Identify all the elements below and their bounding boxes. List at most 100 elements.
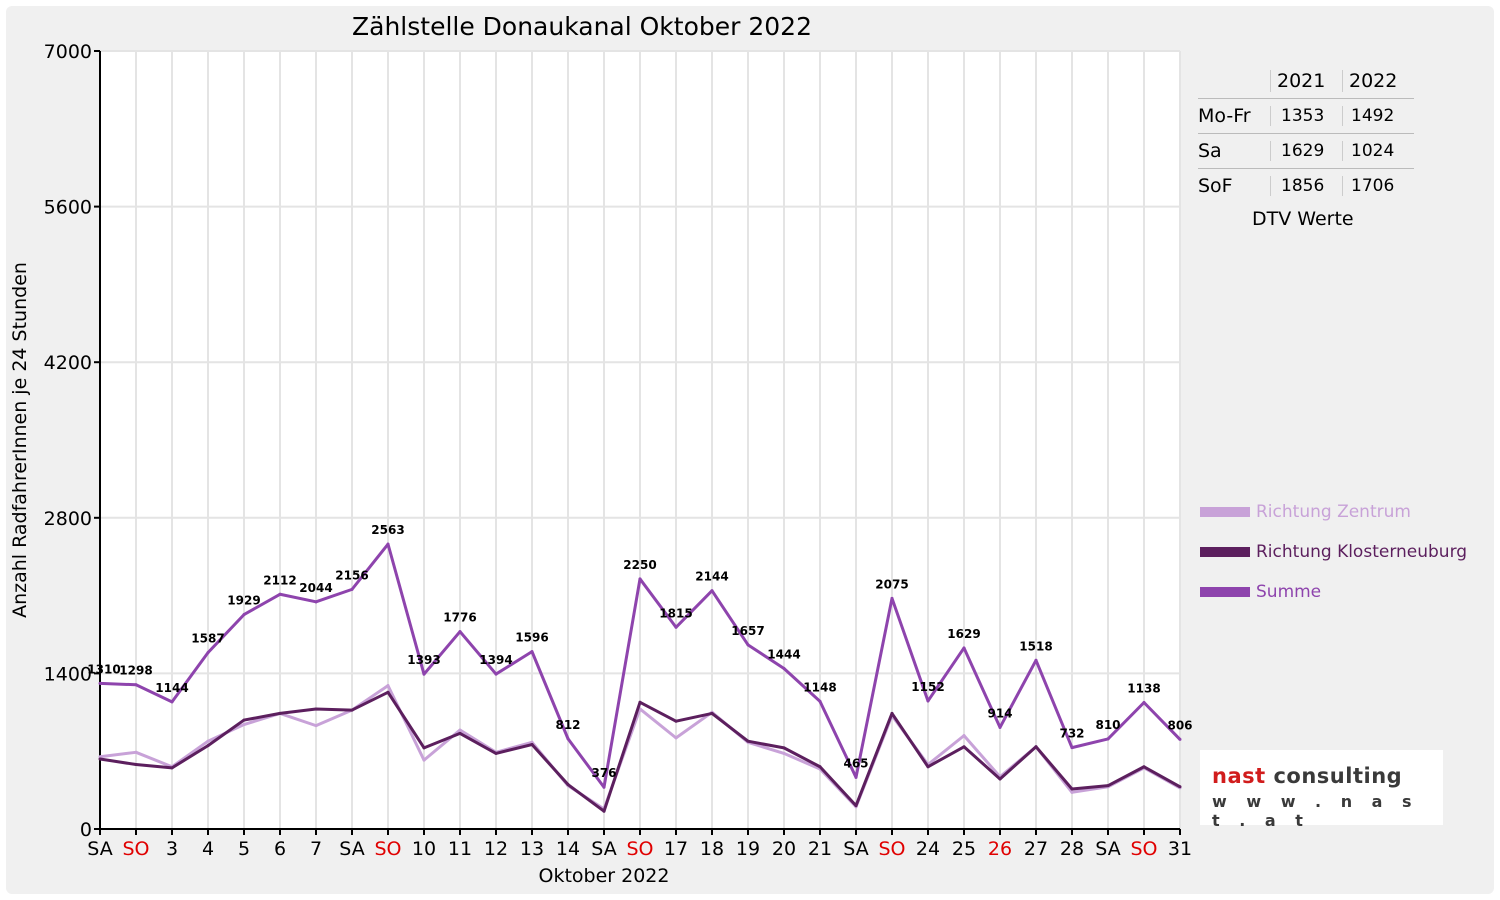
data-label: 1518 <box>1019 639 1052 653</box>
x-tick-label: SA <box>1095 838 1120 860</box>
dtv-caption: DTV Werte <box>1252 208 1354 230</box>
data-point <box>242 718 246 722</box>
x-axis-label: Oktober 2022 <box>539 865 670 887</box>
dtv-row-label: Sa <box>1198 140 1222 162</box>
data-point <box>242 613 246 617</box>
x-tick-label: 25 <box>952 838 976 860</box>
data-point <box>710 589 714 593</box>
data-label: 1596 <box>515 631 548 645</box>
data-point <box>206 739 210 743</box>
legend-label: Richtung Zentrum <box>1256 502 1411 522</box>
x-tick-label: 14 <box>556 838 580 860</box>
x-tick-label: SO <box>626 838 653 860</box>
data-point <box>998 777 1002 781</box>
data-point <box>170 766 174 770</box>
data-point <box>242 723 246 727</box>
data-point <box>1034 658 1038 662</box>
data-point <box>782 746 786 750</box>
data-label: 810 <box>1095 718 1120 732</box>
data-label: 812 <box>555 718 580 732</box>
data-label: 1929 <box>227 594 260 608</box>
data-point <box>1142 701 1146 705</box>
data-point <box>134 750 138 754</box>
x-tick-label: 13 <box>520 838 544 860</box>
data-point <box>566 783 570 787</box>
data-label: 2156 <box>335 568 368 582</box>
x-tick-label: SO <box>374 838 401 860</box>
data-point <box>746 739 750 743</box>
dtv-row-label: SoF <box>1198 175 1233 197</box>
x-tick-label: 21 <box>808 838 832 860</box>
data-point <box>98 681 102 685</box>
chart-legend: Richtung Zentrum Richtung Klosterneuburg… <box>1200 492 1467 612</box>
y-axis-label: Anzahl RadfahrerInnen je 24 Stunden <box>9 262 31 618</box>
data-point <box>1178 737 1182 741</box>
x-tick-label: SA <box>339 838 364 860</box>
dtv-header-row: 2021 2022 <box>1198 64 1414 98</box>
data-point <box>1070 746 1074 750</box>
y-tick-label: 0 <box>80 819 92 841</box>
data-point <box>926 699 930 703</box>
data-point <box>422 672 426 676</box>
x-tick-label: 26 <box>988 838 1012 860</box>
data-label: 1587 <box>191 632 224 646</box>
data-point <box>674 736 678 740</box>
data-point <box>170 700 174 704</box>
data-point <box>818 699 822 703</box>
data-point <box>1178 785 1182 789</box>
data-label: 1815 <box>659 606 692 620</box>
data-point <box>458 731 462 735</box>
data-point <box>458 728 462 732</box>
data-point <box>638 700 642 704</box>
y-tick-label: 2800 <box>44 508 92 530</box>
x-tick-label: 19 <box>736 838 760 860</box>
data-point <box>674 719 678 723</box>
legend-label: Richtung Klosterneuburg <box>1256 542 1468 562</box>
data-point <box>1070 790 1074 794</box>
data-point <box>926 765 930 769</box>
data-label: 1298 <box>119 664 152 678</box>
data-point <box>278 711 282 715</box>
data-point <box>386 690 390 694</box>
x-tick-label: 27 <box>1024 838 1048 860</box>
data-label: 2250 <box>623 558 656 572</box>
data-label: 2144 <box>695 570 728 584</box>
data-point <box>962 745 966 749</box>
legend-swatch <box>1200 587 1250 597</box>
data-point <box>98 757 102 761</box>
data-label: 1394 <box>479 653 512 667</box>
data-point <box>782 667 786 671</box>
x-tick-label: 7 <box>310 838 322 860</box>
x-tick-label: 6 <box>274 838 286 860</box>
data-point <box>422 746 426 750</box>
data-point <box>386 684 390 688</box>
data-point <box>602 785 606 789</box>
x-tick-label: 24 <box>916 838 940 860</box>
x-tick-label: 3 <box>166 838 178 860</box>
legend-item-summe: Summe <box>1200 572 1467 612</box>
data-point <box>314 707 318 711</box>
data-point <box>962 734 966 738</box>
data-point <box>998 725 1002 729</box>
x-tick-label: SA <box>591 838 616 860</box>
logo-name: nast consulting <box>1212 764 1403 788</box>
data-point <box>710 711 714 715</box>
x-tick-label: SO <box>878 838 905 860</box>
data-label: 1148 <box>803 680 836 694</box>
data-label: 465 <box>843 756 868 770</box>
dtv-value: 1856 <box>1270 176 1342 196</box>
data-point <box>530 740 534 744</box>
data-point <box>350 708 354 712</box>
x-tick-label: 10 <box>412 838 436 860</box>
data-point <box>818 765 822 769</box>
data-point <box>494 751 498 755</box>
data-point <box>854 804 858 808</box>
data-label: 2563 <box>371 523 404 537</box>
dtv-value: 1492 <box>1342 106 1414 126</box>
company-logo: nast consulting w w w . n a s t . a t <box>1200 750 1443 830</box>
data-point <box>530 743 534 747</box>
x-tick-label: 17 <box>664 838 688 860</box>
data-point <box>314 600 318 604</box>
legend-item-klosterneuburg: Richtung Klosterneuburg <box>1200 532 1467 572</box>
